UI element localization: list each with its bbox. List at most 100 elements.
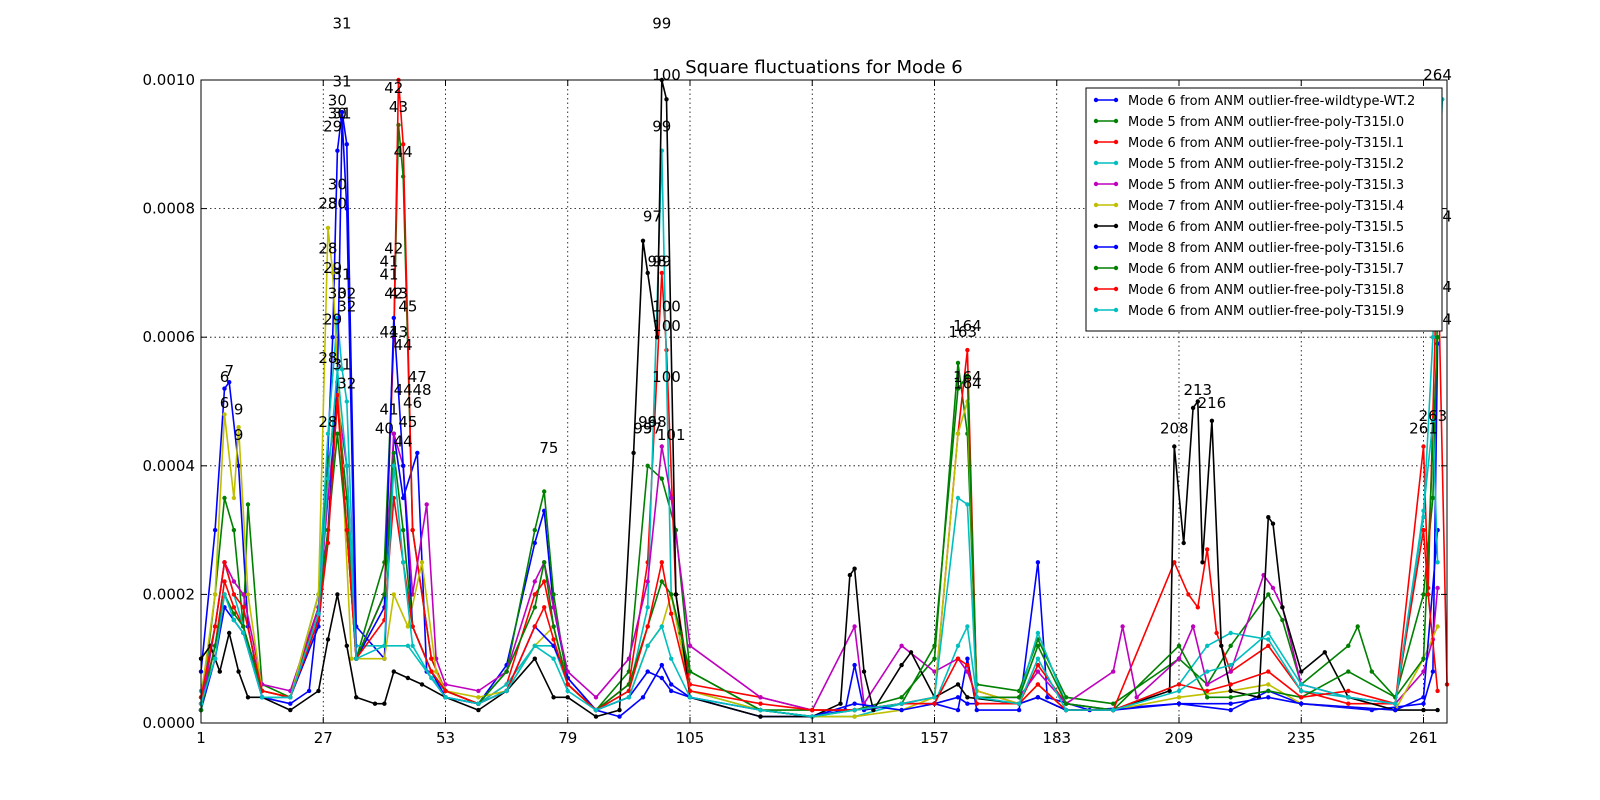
data-point xyxy=(391,592,396,597)
data-point xyxy=(1266,630,1271,636)
data-point xyxy=(335,592,340,597)
peak-label: 41 xyxy=(380,400,399,418)
data-point xyxy=(852,566,857,571)
data-point xyxy=(687,688,693,694)
data-point xyxy=(236,669,241,674)
data-point xyxy=(861,669,867,674)
data-point xyxy=(504,682,509,687)
data-point xyxy=(645,643,650,648)
data-point xyxy=(965,502,970,507)
legend-label: Mode 6 from ANM outlier-free-poly-T315I.… xyxy=(1128,304,1404,319)
data-point xyxy=(1322,650,1328,655)
peak-label: 31 xyxy=(333,72,352,90)
data-point xyxy=(1134,695,1139,700)
data-point xyxy=(645,463,650,468)
data-point xyxy=(1346,669,1351,674)
data-point xyxy=(1016,701,1022,706)
data-point xyxy=(899,643,904,648)
data-point xyxy=(810,707,815,713)
peak-label: 30 xyxy=(328,285,347,303)
data-point xyxy=(335,148,340,153)
x-tick-label: 235 xyxy=(1287,729,1316,747)
data-point xyxy=(1435,688,1440,694)
data-point xyxy=(532,605,537,610)
data-point xyxy=(504,669,509,674)
data-point xyxy=(443,682,448,687)
data-point xyxy=(1063,695,1069,700)
data-point xyxy=(974,695,979,700)
data-point xyxy=(593,714,599,719)
peak-label: 75 xyxy=(539,439,558,457)
data-point xyxy=(1435,560,1440,565)
peak-label: 97 xyxy=(643,207,662,225)
data-point xyxy=(1172,444,1177,449)
peak-label: 164 xyxy=(953,375,982,393)
data-point xyxy=(1430,669,1436,674)
data-point xyxy=(758,707,763,713)
peak-label: 9 xyxy=(234,426,244,444)
data-point xyxy=(504,688,509,694)
peak-label: 41 xyxy=(380,265,399,283)
peak-label: 29 xyxy=(323,117,342,135)
data-point xyxy=(551,624,556,629)
data-point xyxy=(231,495,237,501)
data-point xyxy=(659,624,664,629)
data-point xyxy=(532,643,537,648)
peak-label: 43 xyxy=(389,323,408,341)
data-point xyxy=(1219,643,1224,648)
data-point xyxy=(335,367,340,372)
data-point xyxy=(410,643,415,648)
y-tick-label: 0.0000 xyxy=(143,714,196,732)
data-point xyxy=(974,701,979,706)
data-point xyxy=(1393,707,1398,713)
data-point xyxy=(476,695,481,700)
legend-item: Mode 6 from ANM outlier-free-poly-T315I.… xyxy=(1093,304,1404,319)
data-point xyxy=(354,656,359,661)
peak-label: 41 xyxy=(380,252,399,270)
data-point xyxy=(664,97,669,102)
data-point xyxy=(659,662,664,668)
legend-item: Mode 6 from ANM outlier-free-wildtype-WT… xyxy=(1093,94,1415,109)
data-point xyxy=(1435,707,1440,713)
legend-label: Mode 6 from ANM outlier-free-poly-T315I.… xyxy=(1128,136,1404,151)
y-tick-label: 0.0010 xyxy=(143,71,196,89)
x-tick-label: 53 xyxy=(436,729,455,747)
data-point xyxy=(476,701,481,706)
legend-item: Mode 5 from ANM outlier-free-poly-T315I.… xyxy=(1093,157,1404,172)
data-point xyxy=(1280,605,1285,610)
legend-item: Mode 6 from ANM outlier-free-poly-T315I.… xyxy=(1093,220,1404,235)
data-point xyxy=(1111,707,1116,713)
data-point xyxy=(532,656,537,661)
data-point xyxy=(1016,695,1022,700)
data-point xyxy=(344,142,349,147)
data-point xyxy=(325,431,331,436)
legend-item: Mode 5 from ANM outlier-free-poly-T315I.… xyxy=(1093,115,1404,130)
peak-label: 6 xyxy=(220,394,230,412)
legend-marker xyxy=(1093,97,1099,103)
data-point xyxy=(542,489,547,494)
peak-label: 40 xyxy=(375,420,394,438)
peak-label: 30 xyxy=(328,195,347,213)
data-point xyxy=(401,463,406,468)
data-point xyxy=(659,476,664,481)
data-point xyxy=(330,335,335,340)
data-point xyxy=(659,675,664,681)
legend-marker xyxy=(1113,223,1119,229)
data-point xyxy=(974,707,979,713)
data-point xyxy=(542,579,547,584)
series-line xyxy=(200,394,1439,711)
peak-label: 32 xyxy=(337,285,356,303)
data-point xyxy=(1205,669,1210,674)
data-point xyxy=(758,701,763,706)
data-point xyxy=(241,605,246,610)
legend-label: Mode 6 from ANM outlier-free-wildtype-WT… xyxy=(1128,94,1415,109)
data-point xyxy=(222,592,227,597)
peak-label: 41 xyxy=(380,323,399,341)
data-point xyxy=(1167,688,1172,694)
peak-label: 164 xyxy=(953,368,982,386)
data-point xyxy=(551,592,556,597)
legend-item: Mode 7 from ANM outlier-free-poly-T315I.… xyxy=(1093,199,1404,214)
data-point xyxy=(339,109,345,115)
data-point xyxy=(231,617,237,623)
data-point xyxy=(640,695,646,700)
